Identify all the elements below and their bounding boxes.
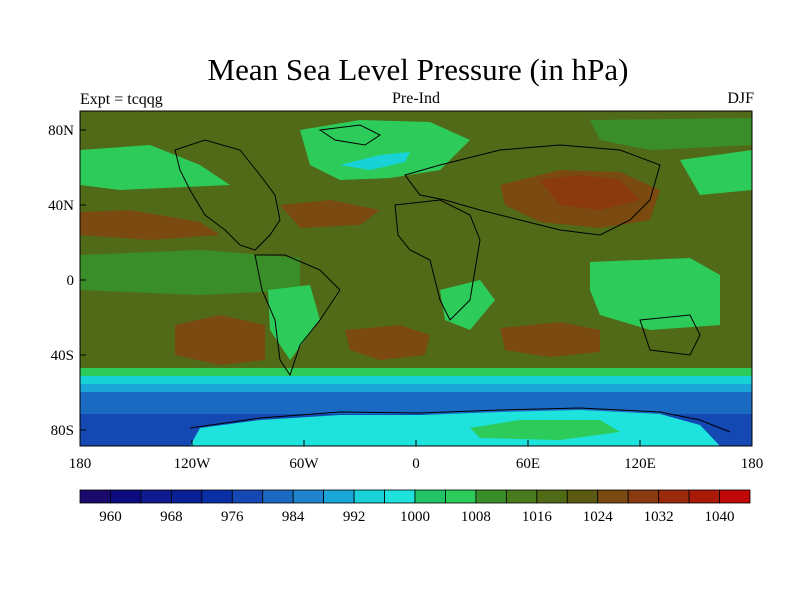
band-africa-south (440, 280, 495, 330)
colorbar-swatch (384, 489, 416, 504)
colorbar-label: 1040 (705, 509, 735, 525)
colorbar-swatch (475, 489, 507, 504)
high-indian-ocean (500, 322, 600, 357)
latitude-axis: 80N 40N 0 40S 80S (48, 123, 86, 439)
colorbar-swatch (566, 489, 599, 504)
high-south-atlantic (345, 325, 430, 360)
colorbar-swatch (505, 489, 538, 504)
colorbar-label: 984 (282, 509, 305, 525)
colorbar-label: 1008 (461, 509, 491, 525)
coast-south-america (254, 254, 341, 377)
plot-title: Mean Sea Level Pressure (in hPa) (207, 52, 629, 87)
coast-north-america (174, 139, 281, 251)
colorbar-swatch (170, 489, 203, 504)
lat-label: 40S (51, 348, 74, 364)
antarctic-high (190, 410, 720, 446)
lon-label: 180 (741, 456, 764, 472)
colorbar-swatch (719, 489, 751, 504)
colorbar (79, 489, 751, 504)
colorbar-swatch (627, 489, 660, 504)
lon-label: 60E (516, 456, 540, 472)
band-992 (80, 384, 752, 392)
season-label: DJF (727, 90, 754, 107)
colorbar-swatch (414, 489, 446, 504)
colorbar-label: 960 (99, 509, 122, 525)
coast-greenland (318, 124, 381, 146)
colorbar-label: 1016 (522, 509, 553, 525)
colorbar-swatch (292, 489, 325, 504)
coastlines (174, 124, 731, 433)
colorbar-label: 976 (221, 509, 244, 525)
band-tropics-east (80, 250, 300, 295)
colorbar-swatch (79, 489, 111, 504)
coast-eurasia (404, 144, 661, 236)
siberian-high-core (540, 175, 640, 210)
colorbar-label: 1032 (644, 509, 674, 525)
colorbar-swatch (262, 489, 294, 504)
colorbar-swatch (201, 489, 233, 504)
lon-label: 0 (412, 456, 420, 472)
lon-label: 180 (69, 456, 92, 472)
lat-label: 80N (48, 123, 74, 139)
colorbar-labels: 960 968 976 984 992 1000 1008 1016 1024 1032 1040 (99, 509, 734, 525)
antarctic-plateau-high (470, 420, 620, 440)
colorbar-label: 992 (343, 509, 366, 525)
band-1000 (80, 376, 752, 384)
experiment-label: Expt = tcqqg (80, 91, 163, 108)
icelandic-low-core (340, 152, 410, 170)
colorbar-swatch (140, 489, 172, 504)
colorbar-swatch (536, 489, 568, 504)
coast-australia (639, 314, 701, 356)
colorbar-swatch (353, 489, 385, 504)
colorbar-swatch (110, 489, 142, 504)
colorbar-swatch (323, 489, 355, 504)
colorbar-swatch (597, 489, 629, 504)
colorbar-label: 968 (160, 509, 183, 525)
period-label: Pre-Ind (392, 90, 440, 107)
lon-label: 60W (289, 456, 319, 472)
lat-label: 80S (51, 423, 74, 439)
high-azores (280, 200, 380, 228)
colorbar-swatch (445, 489, 477, 504)
band-984 (80, 392, 752, 414)
colorbar-swatch (688, 489, 720, 504)
colorbar-swatch (658, 489, 690, 504)
band-south-america (268, 285, 320, 360)
lat-label: 40N (48, 198, 74, 214)
colorbar-label: 1024 (583, 509, 614, 525)
coast-antarctica (189, 407, 731, 433)
lon-label: 120E (624, 456, 656, 472)
band-1008 (80, 368, 752, 376)
band-warm-pool (590, 258, 720, 330)
high-north-pacific (80, 210, 220, 240)
colorbar-swatch (231, 489, 264, 504)
band-north-pacific-low (80, 145, 230, 190)
band-aleutian-low (680, 150, 752, 195)
lat-label: 0 (67, 273, 75, 289)
colorbar-label: 1000 (400, 509, 430, 525)
high-south-pacific (175, 315, 265, 365)
band-arctic (590, 118, 752, 150)
coast-africa (394, 199, 481, 321)
pressure-field (80, 111, 752, 446)
lon-label: 120W (174, 456, 212, 472)
longitude-axis: 180 120W 60W 0 60E 120E 180 (69, 440, 764, 472)
